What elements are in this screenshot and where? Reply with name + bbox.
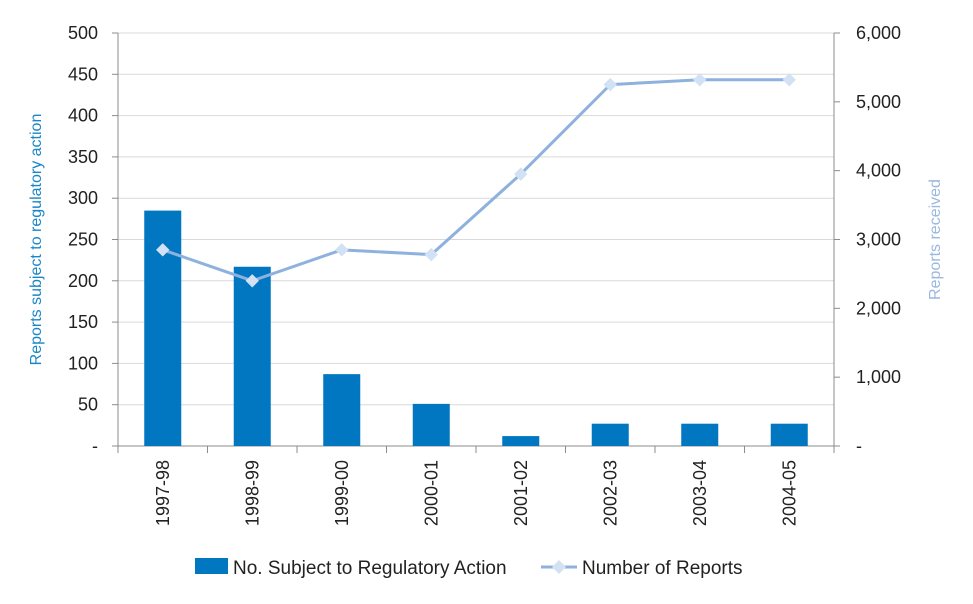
left-axis-tick-label: 400 — [68, 106, 98, 126]
line-marker — [424, 247, 438, 262]
bar — [770, 423, 808, 446]
left-axis-title: Reports subject to regulatory action — [28, 114, 45, 366]
bar — [681, 423, 719, 446]
line-marker — [156, 243, 170, 257]
x-axis-tick-label: 2002-03 — [600, 460, 620, 526]
right-axis-tick-label: 3,000 — [856, 230, 901, 250]
bar — [233, 266, 271, 446]
right-axis-tick-label: - — [856, 436, 862, 456]
left-axis-tick-label: 250 — [68, 230, 98, 250]
legend-label-line: Number of Reports — [582, 558, 743, 579]
left-axis-tick-label: 100 — [68, 353, 98, 373]
line-marker — [693, 73, 707, 87]
bar — [591, 423, 629, 446]
bar — [323, 374, 361, 446]
legend-swatch-marker — [552, 560, 566, 574]
right-axis-tick-label: 4,000 — [856, 161, 901, 181]
line-marker — [603, 77, 617, 92]
x-axis-tick-label: 1998-99 — [242, 460, 262, 526]
right-axis-tick-label: 5,000 — [856, 92, 901, 112]
x-axis-tick-label: 1999-00 — [332, 460, 352, 526]
x-axis-tick-label: 2000-01 — [421, 460, 441, 526]
left-axis-tick-label: 300 — [68, 188, 98, 208]
x-axis-tick-label: 2003-04 — [690, 460, 710, 526]
right-axis-tick-label: 6,000 — [856, 23, 901, 43]
left-axis-tick-label: 500 — [68, 23, 98, 43]
left-axis-tick-label: 350 — [68, 147, 98, 167]
left-axis-tick-label: 200 — [68, 271, 98, 291]
line-marker — [335, 243, 349, 257]
bar — [502, 436, 540, 446]
x-axis-tick-label: 1997-98 — [153, 460, 173, 526]
line-marker — [245, 274, 259, 288]
line-marker — [514, 167, 528, 181]
line-series — [162, 78, 790, 283]
right-axis-title: Reports received — [927, 179, 944, 300]
bar — [412, 403, 450, 446]
left-axis-tick-label: 50 — [78, 395, 98, 415]
left-axis-tick-label: 450 — [68, 64, 98, 84]
left-axis-tick-label: - — [92, 436, 98, 456]
x-axis-tick-label: 2001-02 — [511, 460, 531, 526]
left-axis-tick-label: 150 — [68, 312, 98, 332]
legend-swatch-bars — [195, 558, 228, 574]
right-axis-tick-label: 2,000 — [856, 298, 901, 318]
line-marker — [782, 73, 796, 87]
right-axis-tick-label: 1,000 — [856, 367, 901, 387]
x-axis-tick-label: 2004-05 — [779, 460, 799, 526]
legend-label-bars: No. Subject to Regulatory Action — [233, 558, 507, 579]
